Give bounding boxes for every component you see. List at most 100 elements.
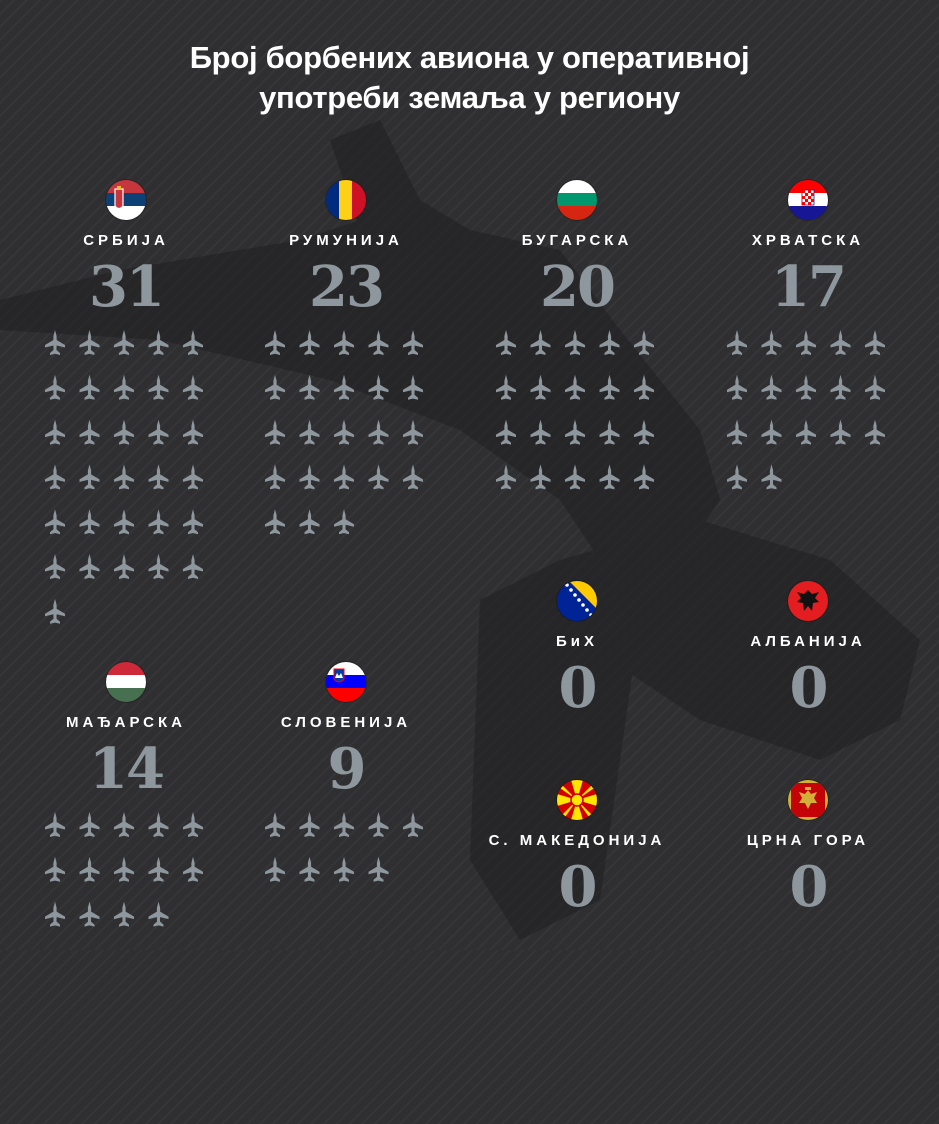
fighter-jet-icon (299, 464, 320, 490)
fighter-jet-icon (79, 374, 100, 400)
fighter-jet-icon (265, 374, 285, 400)
country-name: АЛБАНИЈА (750, 633, 866, 650)
fighter-jet-icon (79, 464, 100, 490)
fighter-jet-icon (368, 812, 389, 837)
fighter-jet-icon (45, 509, 65, 535)
fighter-jet-icon (727, 419, 747, 445)
chart-title: Број борбених авиона у оперативној употр… (0, 38, 939, 118)
fighter-jet-icon (634, 419, 654, 445)
fighter-jet-icon (565, 374, 585, 400)
country-name: СЛОВЕНИЈА (280, 714, 412, 731)
romania-flag-icon (326, 180, 366, 220)
fighter-jet-icon (299, 856, 320, 882)
fighter-jet-icon (599, 419, 620, 445)
fighter-jet-icon (299, 374, 320, 400)
fighter-jet-icon (79, 330, 100, 355)
fighter-jet-icon (496, 464, 516, 490)
fighter-jet-icon (45, 464, 65, 490)
fighter-jet-icon (183, 856, 203, 882)
fighter-jet-icon (183, 330, 203, 355)
fighter-jet-icon (148, 509, 169, 535)
fighter-jet-icon (334, 856, 354, 882)
fighter-jet-icon (79, 901, 100, 927)
fighter-jet-icon (530, 330, 551, 355)
fighter-jet-icon (45, 901, 65, 927)
croatia-flag-icon (788, 180, 828, 220)
bih-flag-icon (557, 581, 597, 621)
fighter-jet-icon (761, 330, 782, 355)
aircraft-count: 17 (771, 254, 847, 320)
fighter-jet-icon (265, 509, 285, 535)
aircraft-count: 31 (89, 254, 165, 320)
fighter-jet-icon (334, 330, 354, 355)
fighter-jet-icon (45, 554, 65, 579)
fighter-jet-icon (79, 419, 100, 445)
fighter-jet-icon (114, 330, 134, 355)
fighter-jet-icon (727, 464, 747, 490)
fighter-jet-icon (114, 812, 134, 837)
fighter-jet-icon (265, 812, 285, 837)
fighter-jet-icon (45, 856, 65, 882)
fighter-jet-icon (865, 419, 885, 445)
fighter-jet-icon (114, 509, 134, 535)
fighter-jet-icon (565, 419, 585, 445)
fighter-jet-icon (79, 812, 100, 837)
fighter-jet-icon (334, 419, 354, 445)
fighter-jet-icon (265, 856, 285, 882)
fighter-jet-icon (761, 464, 782, 490)
fighter-jet-icon (148, 419, 169, 445)
fighter-jet-icon (530, 419, 551, 445)
fighter-jet-icon (599, 374, 620, 400)
fighter-jet-icon (45, 598, 65, 624)
fighter-jet-icon (634, 330, 654, 355)
country-name: РУМУНИЈА (289, 232, 403, 249)
fighter-jet-icon (334, 464, 354, 490)
aircraft-count: 0 (558, 854, 598, 920)
bulgaria-flag-icon (557, 180, 597, 220)
country-name: ЦРНА ГОРА (746, 832, 870, 849)
fighter-jet-icon (299, 812, 320, 837)
fighter-jet-icon (403, 419, 423, 445)
fighter-jet-icon (496, 419, 516, 445)
fighter-jet-icon (114, 554, 134, 579)
aircraft-count: 20 (540, 254, 616, 320)
fighter-jet-icon (403, 374, 423, 400)
fighter-jet-icon (148, 812, 169, 837)
fighter-jet-icon (45, 812, 65, 837)
fighter-jet-icon (148, 464, 169, 490)
fighter-jet-icon (634, 374, 654, 400)
fighter-jet-icon (599, 330, 620, 355)
fighter-jet-icon (79, 856, 100, 882)
fighter-jet-icon (565, 330, 585, 355)
fighter-jet-icon (565, 464, 585, 490)
fighter-jet-icon (865, 374, 885, 400)
fighter-jet-icon (403, 812, 423, 837)
fighter-jet-icon (114, 419, 134, 445)
fighter-jet-icon (599, 464, 620, 490)
hungary-flag-icon (106, 662, 146, 702)
fighter-jet-icon (265, 419, 285, 445)
fighter-jet-icon (530, 464, 551, 490)
fighter-jet-icon (265, 330, 285, 355)
fighter-jet-icon (79, 554, 100, 579)
fighter-jet-icon (148, 374, 169, 400)
fighter-jet-icon (368, 419, 389, 445)
fighter-jet-icon (403, 464, 423, 490)
fighter-jet-icon (727, 330, 747, 355)
fighter-jet-icon (299, 419, 320, 445)
fighter-jet-icon (114, 901, 134, 927)
fighter-jet-icon (45, 419, 65, 445)
fighter-jet-icon (368, 330, 389, 355)
country-name: БУГАРСКА (521, 232, 633, 249)
fighter-jet-icon (865, 330, 885, 355)
fighter-jet-icon (796, 419, 816, 445)
country-name: ХРВАТСКА (751, 232, 865, 249)
fighter-jet-icon (496, 330, 516, 355)
jet-grid-bulgaria (496, 330, 654, 490)
fighter-jet-icon (830, 330, 851, 355)
fighter-jet-icon (79, 509, 100, 535)
title-line-1: Број борбених авиона у оперативној (189, 40, 750, 75)
fighter-jet-icon (368, 856, 389, 882)
aircraft-count: 0 (789, 854, 829, 920)
fighter-jet-icon (796, 330, 816, 355)
